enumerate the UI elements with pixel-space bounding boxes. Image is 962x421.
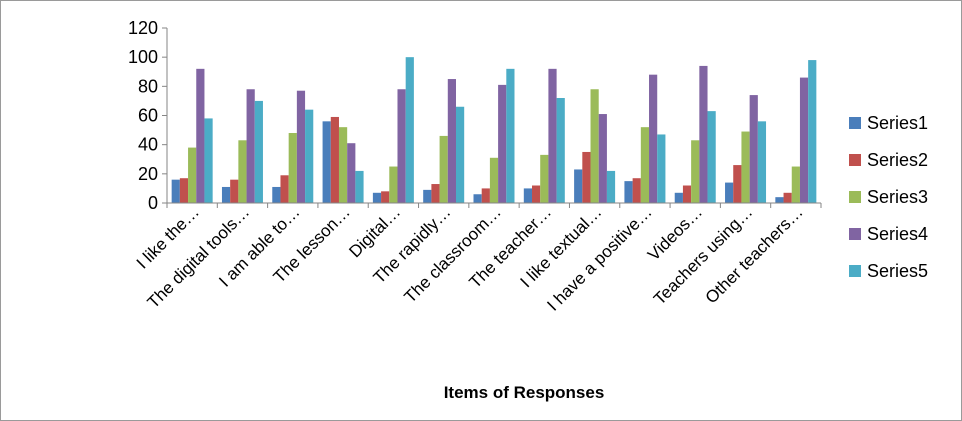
bar-series2-10 <box>632 178 641 203</box>
bar-series2-1 <box>179 178 189 203</box>
bar-series3-4 <box>338 127 348 203</box>
bar-series4-4 <box>347 143 356 203</box>
bar-series3-10 <box>640 127 650 203</box>
bar-series5-13 <box>808 60 817 204</box>
bar-series5-3 <box>305 109 314 203</box>
y-tick-label: 100 <box>128 47 158 67</box>
bar-series2-8 <box>532 185 541 203</box>
bar-series4-5 <box>397 89 406 203</box>
bar-series4-13 <box>799 77 809 203</box>
legend-swatch-series3 <box>849 191 861 203</box>
bar-series1-8 <box>523 188 533 203</box>
legend-label-series4: Series4 <box>867 224 928 244</box>
bar-series2-5 <box>381 191 390 203</box>
bar-series3-3 <box>288 133 297 203</box>
legend-swatch-series2 <box>849 154 861 166</box>
bar-series4-3 <box>296 90 306 203</box>
bar-series2-4 <box>330 116 339 203</box>
bar-series2-11 <box>682 185 692 203</box>
bar-series3-11 <box>691 140 700 203</box>
legend-swatch-series5 <box>849 265 861 277</box>
bar-series4-2 <box>246 89 255 203</box>
bar-series5-4 <box>355 170 364 203</box>
y-tick-label: 80 <box>138 76 158 96</box>
bar-series1-13 <box>775 197 784 203</box>
legend-swatch-series1 <box>849 117 861 129</box>
bar-series3-7 <box>489 157 499 203</box>
bar-series1-12 <box>725 182 734 203</box>
bar-series5-9 <box>606 170 616 203</box>
legend-label-series3: Series3 <box>867 187 928 207</box>
legend: Series1 Series2 Series3 Series4 Series5 <box>849 113 928 281</box>
bar-series3-9 <box>590 89 599 203</box>
bar-series3-5 <box>389 166 398 203</box>
bar-series4-12 <box>749 95 758 203</box>
bar-series5-1 <box>204 118 213 203</box>
bar-series5-2 <box>254 100 263 203</box>
bar-series1-1 <box>171 179 180 203</box>
bar-series3-1 <box>188 147 197 203</box>
x-axis: I like the…The digital tools…I am able t… <box>133 202 822 315</box>
bar-series4-8 <box>548 68 557 203</box>
bar-series4-1 <box>196 68 205 203</box>
bar-series2-7 <box>481 188 490 203</box>
bar-series5-8 <box>556 98 565 203</box>
bar-series4-10 <box>649 74 658 204</box>
y-axis: 0 20 40 60 80 100 120 <box>128 18 168 213</box>
bar-series2-6 <box>431 184 440 203</box>
bar-series1-6 <box>423 189 432 203</box>
y-tick-label: 60 <box>138 106 158 126</box>
bar-series3-13 <box>791 166 800 203</box>
bar-series3-8 <box>540 154 549 203</box>
legend-label-series5: Series5 <box>867 261 928 281</box>
bar-series4-9 <box>598 114 607 203</box>
bar-series5-11 <box>707 111 716 203</box>
y-tick-label: 120 <box>128 18 158 38</box>
bar-series5-12 <box>757 121 767 203</box>
bar-series4-11 <box>699 65 708 204</box>
bar-series2-3 <box>280 175 289 203</box>
y-tick-label: 40 <box>138 135 158 155</box>
bar-series5-7 <box>506 68 515 203</box>
bar-series5-6 <box>455 106 465 203</box>
bar-series4-6 <box>447 79 456 203</box>
bar-series5-5 <box>405 57 414 203</box>
bar-series1-4 <box>322 121 331 203</box>
bar-series3-6 <box>439 135 448 203</box>
legend-label-series2: Series2 <box>867 150 928 170</box>
bar-series3-12 <box>741 131 750 203</box>
bar-series4-7 <box>498 84 507 203</box>
y-tick-label: 20 <box>138 164 158 184</box>
bar-series1-5 <box>372 192 382 203</box>
bar-series3-2 <box>238 140 247 203</box>
x-category-label: Other teachers… <box>702 202 807 307</box>
y-tick-label: 0 <box>148 193 158 213</box>
bar-series1-9 <box>574 169 583 203</box>
bar-series1-3 <box>272 186 281 203</box>
bar-series2-2 <box>230 179 239 203</box>
bar-series2-13 <box>783 192 792 203</box>
bars <box>171 57 817 204</box>
bar-series1-7 <box>473 194 482 203</box>
legend-swatch-series4 <box>849 228 861 240</box>
bar-series1-11 <box>674 192 683 203</box>
bar-series1-10 <box>624 181 633 203</box>
bar-series2-12 <box>733 165 742 203</box>
legend-label-series1: Series1 <box>867 113 928 133</box>
x-axis-title: Items of Responses <box>444 383 605 402</box>
bar-series2-9 <box>582 151 591 203</box>
bar-series5-10 <box>657 134 666 203</box>
bar-series1-2 <box>221 186 231 203</box>
